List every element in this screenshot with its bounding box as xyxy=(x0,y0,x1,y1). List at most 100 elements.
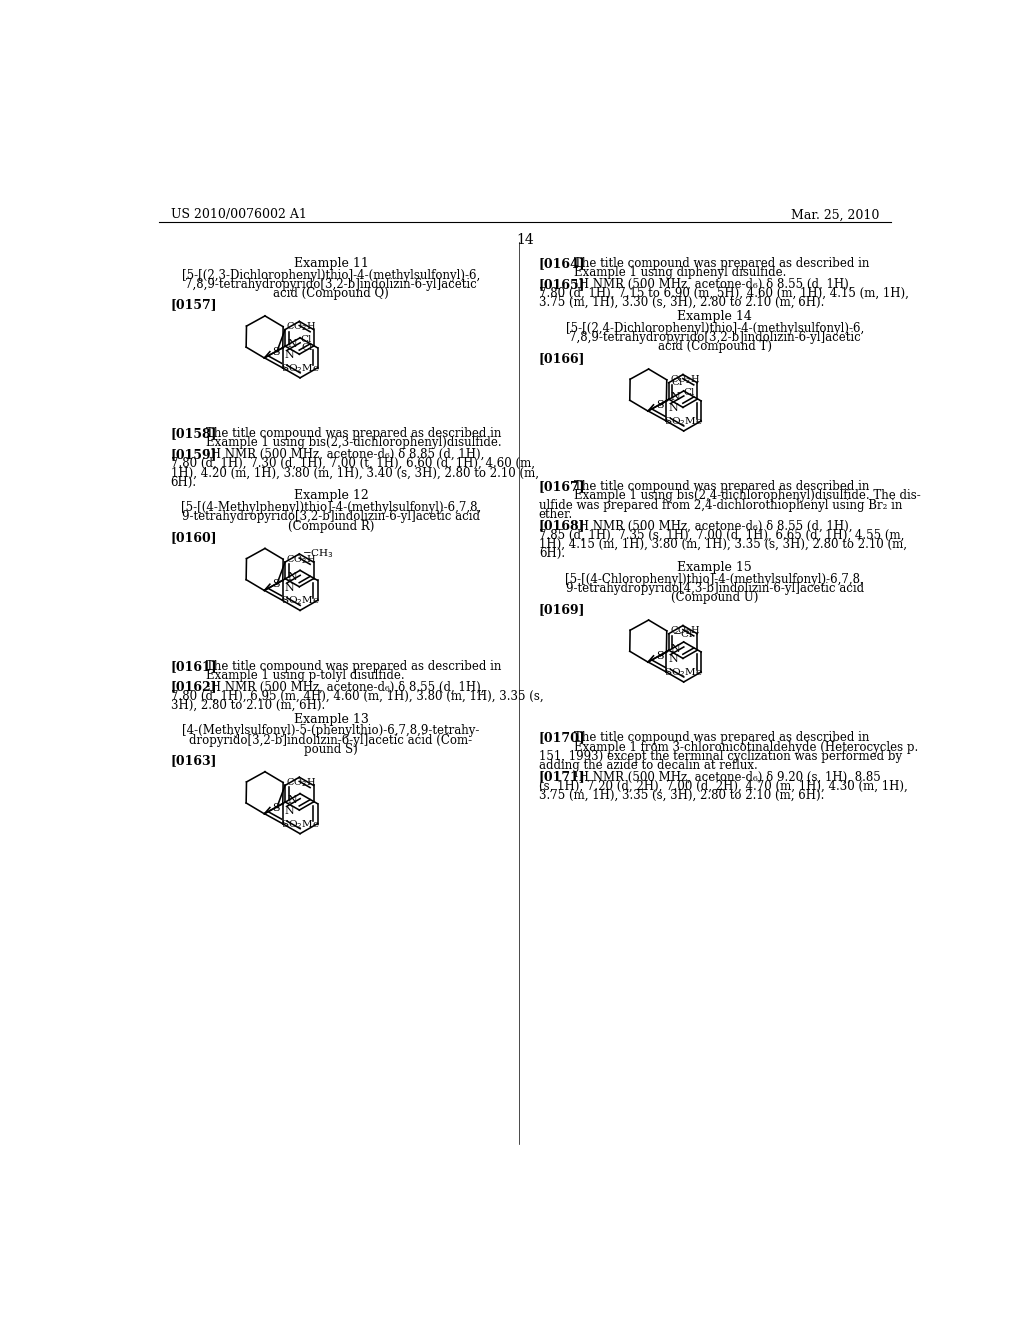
Text: [4-(Methylsulfonyl)-5-(phenylthio)-6,7,8,9-tetrahy-: [4-(Methylsulfonyl)-5-(phenylthio)-6,7,8… xyxy=(182,725,479,738)
Text: S: S xyxy=(655,651,664,661)
Text: Example 14: Example 14 xyxy=(677,310,752,323)
Text: 7.80 (d, 1H), 6.95 (m, 4H), 4.60 (m, 1H), 3.80 (m, 1H), 3.35 (s,: 7.80 (d, 1H), 6.95 (m, 4H), 4.60 (m, 1H)… xyxy=(171,689,544,702)
Text: Example 15: Example 15 xyxy=(677,561,752,574)
Text: 6H).: 6H). xyxy=(171,475,197,488)
Text: CO$_2$H: CO$_2$H xyxy=(287,553,316,566)
Text: 151, 1993) except the terminal cyclization was performed by: 151, 1993) except the terminal cyclizati… xyxy=(539,750,902,763)
Text: [5-[(4-Methylphenyl)thio]-4-(methylsulfonyl)-6,7,8,: [5-[(4-Methylphenyl)thio]-4-(methylsulfo… xyxy=(181,502,481,513)
Text: ¹H NMR (500 MHz, acetone-d₆) δ 8.55 (d, 1H),: ¹H NMR (500 MHz, acetone-d₆) δ 8.55 (d, … xyxy=(573,520,852,532)
Text: CO$_2$H: CO$_2$H xyxy=(287,776,316,789)
Text: ether.: ether. xyxy=(539,508,573,521)
Text: N: N xyxy=(669,404,678,413)
Text: US 2010/0076002 A1: US 2010/0076002 A1 xyxy=(171,209,306,222)
Text: N: N xyxy=(285,350,295,360)
Text: Cl: Cl xyxy=(672,379,683,387)
Text: 3.75 (m, 1H), 3.30 (s, 3H), 2.80 to 2.10 (m, 6H).: 3.75 (m, 1H), 3.30 (s, 3H), 2.80 to 2.10… xyxy=(539,296,824,309)
Text: $-$CH$_3$: $-$CH$_3$ xyxy=(302,548,334,560)
Text: Example 12: Example 12 xyxy=(294,490,369,503)
Text: CO$_2$H: CO$_2$H xyxy=(670,624,700,638)
Text: [0163]: [0163] xyxy=(171,755,217,767)
Text: (Compound R): (Compound R) xyxy=(288,520,374,532)
Text: S: S xyxy=(655,400,664,409)
Text: Example 1 using bis(2,3-dichlorophenyl)disulfide.: Example 1 using bis(2,3-dichlorophenyl)d… xyxy=(206,437,501,449)
Text: N: N xyxy=(287,572,297,582)
Text: CO$_2$H: CO$_2$H xyxy=(670,374,700,387)
Text: The title compound was prepared as described in: The title compound was prepared as descr… xyxy=(573,731,869,744)
Text: adding the azide to decalin at reflux.: adding the azide to decalin at reflux. xyxy=(539,759,758,772)
Text: acid (Compound T): acid (Compound T) xyxy=(657,341,772,354)
Text: N: N xyxy=(669,655,678,664)
Text: 7.80 (d, 1H), 7.15 to 6.90 (m, 5H), 4.60 (m, 1H), 4.15 (m, 1H),: 7.80 (d, 1H), 7.15 to 6.90 (m, 5H), 4.60… xyxy=(539,286,908,300)
Text: [0166]: [0166] xyxy=(539,351,586,364)
Text: N: N xyxy=(671,392,681,403)
Text: The title compound was prepared as described in: The title compound was prepared as descr… xyxy=(206,660,501,673)
Text: 1H), 4.20 (m, 1H), 3.80 (m, 1H), 3.40 (s, 3H), 2.80 to 2.10 (m,: 1H), 4.20 (m, 1H), 3.80 (m, 1H), 3.40 (s… xyxy=(171,466,539,479)
Text: [0160]: [0160] xyxy=(171,531,217,544)
Text: acid (Compound Q): acid (Compound Q) xyxy=(273,286,389,300)
Text: 7,8,9-tetrahydropyrido[3,2-b]indolizin-6-yl]acetic: 7,8,9-tetrahydropyrido[3,2-b]indolizin-6… xyxy=(185,277,477,290)
Text: 7.85 (d, 1H), 7.35 (s, 1H), 7.00 (d, 1H), 6.65 (d, 1H), 4.55 (m,: 7.85 (d, 1H), 7.35 (s, 1H), 7.00 (d, 1H)… xyxy=(539,529,904,541)
Text: 14: 14 xyxy=(516,234,534,247)
Text: SO$_2$Me: SO$_2$Me xyxy=(281,362,319,375)
Text: Cl: Cl xyxy=(301,343,312,352)
Text: ¹H NMR (500 MHz, acetone-d₆) δ 8.55 (d, 1H),: ¹H NMR (500 MHz, acetone-d₆) δ 8.55 (d, … xyxy=(206,681,484,693)
Text: ulfide was prepared from 2,4-dichlorothiophenyl using Br₂ in: ulfide was prepared from 2,4-dichlorothi… xyxy=(539,499,902,512)
Text: S: S xyxy=(272,347,280,356)
Text: Example 1 using p-tolyl disulfide.: Example 1 using p-tolyl disulfide. xyxy=(206,669,404,682)
Text: N: N xyxy=(287,795,297,805)
Text: 6H).: 6H). xyxy=(539,548,565,560)
Text: SO$_2$Me: SO$_2$Me xyxy=(281,594,319,607)
Text: Example 13: Example 13 xyxy=(294,713,369,726)
Text: SO$_2$Me: SO$_2$Me xyxy=(281,818,319,830)
Text: [0164]: [0164] xyxy=(539,257,586,271)
Text: 9-tetrahydropyrido[3,2-b]indolizin-6-yl]acetic acid: 9-tetrahydropyrido[3,2-b]indolizin-6-yl]… xyxy=(182,511,480,523)
Text: 3.75 (m, 1H), 3.35 (s, 3H), 2.80 to 2.10 (m, 6H).: 3.75 (m, 1H), 3.35 (s, 3H), 2.80 to 2.10… xyxy=(539,789,824,803)
Text: N: N xyxy=(287,339,297,350)
Text: ¹H NMR (500 MHz, acetone-d₆) δ 9.20 (s, 1H), 8.85: ¹H NMR (500 MHz, acetone-d₆) δ 9.20 (s, … xyxy=(573,771,881,784)
Text: S: S xyxy=(272,803,280,813)
Text: Cl: Cl xyxy=(300,335,311,343)
Text: [0161]: [0161] xyxy=(171,660,217,673)
Text: 7,8,9-tetrahydropyrido[3,2-b]indolizin-6-yl]acetic: 7,8,9-tetrahydropyrido[3,2-b]indolizin-6… xyxy=(568,331,860,345)
Text: Example 1 from 3-chloronicotinaldehyde (Heterocycles p.: Example 1 from 3-chloronicotinaldehyde (… xyxy=(573,741,918,754)
Text: S: S xyxy=(272,579,280,589)
Text: N: N xyxy=(285,582,295,593)
Text: The title compound was prepared as described in: The title compound was prepared as descr… xyxy=(573,480,869,494)
Text: 1H), 4.15 (m, 1H), 3.80 (m, 1H), 3.35 (s, 3H), 2.80 to 2.10 (m,: 1H), 4.15 (m, 1H), 3.80 (m, 1H), 3.35 (s… xyxy=(539,539,906,550)
Text: [5-[(2,4-Dichlorophenyl)thio]-4-(methylsulfonyl)-6,: [5-[(2,4-Dichlorophenyl)thio]-4-(methyls… xyxy=(565,322,864,335)
Text: N: N xyxy=(671,644,681,653)
Text: 9-tetrahydropyrido[4,3-b]indolizin-6-yl]acetic acid: 9-tetrahydropyrido[4,3-b]indolizin-6-yl]… xyxy=(565,582,863,595)
Text: ¹H NMR (500 MHz, acetone-d₆) δ 8.55 (d, 1H),: ¹H NMR (500 MHz, acetone-d₆) δ 8.55 (d, … xyxy=(573,277,852,290)
Text: [5-[(2,3-Dichlorophenyl)thio]-4-(methylsulfonyl)-6,: [5-[(2,3-Dichlorophenyl)thio]-4-(methyls… xyxy=(182,268,480,281)
Text: [0170]: [0170] xyxy=(539,731,586,744)
Text: N: N xyxy=(285,807,295,816)
Text: [0162]: [0162] xyxy=(171,681,217,693)
Text: SO$_2$Me: SO$_2$Me xyxy=(665,667,703,678)
Text: Mar. 25, 2010: Mar. 25, 2010 xyxy=(792,209,880,222)
Text: Example 1 using bis(2,4-dichlorophenyl)disulfide. The dis-: Example 1 using bis(2,4-dichlorophenyl)d… xyxy=(573,490,921,503)
Text: 7.80 (d, 1H), 7.30 (d, 1H), 7.00 (t, 1H), 6.60 (d, 1H), 4.60 (m,: 7.80 (d, 1H), 7.30 (d, 1H), 7.00 (t, 1H)… xyxy=(171,457,535,470)
Text: The title compound was prepared as described in: The title compound was prepared as descr… xyxy=(206,428,501,440)
Text: SO$_2$Me: SO$_2$Me xyxy=(665,414,703,428)
Text: [0165]: [0165] xyxy=(539,277,586,290)
Text: [0169]: [0169] xyxy=(539,603,586,615)
Text: [0159]: [0159] xyxy=(171,447,217,461)
Text: Example 1 using diphenyl disulfide.: Example 1 using diphenyl disulfide. xyxy=(573,267,786,280)
Text: Cl: Cl xyxy=(684,388,695,397)
Text: $-$Cl: $-$Cl xyxy=(672,628,693,639)
Text: [0168]: [0168] xyxy=(539,520,586,532)
Text: (s, 1H), 7.20 (d, 2H), 7.00 (d, 2H), 4.70 (m, 1H), 4.30 (m, 1H),: (s, 1H), 7.20 (d, 2H), 7.00 (d, 2H), 4.7… xyxy=(539,780,907,793)
Text: [0167]: [0167] xyxy=(539,480,586,494)
Text: [0158]: [0158] xyxy=(171,428,217,440)
Text: The title compound was prepared as described in: The title compound was prepared as descr… xyxy=(573,257,869,271)
Text: ¹H NMR (500 MHz, acetone-d₆) δ 8.85 (d, 1H),: ¹H NMR (500 MHz, acetone-d₆) δ 8.85 (d, … xyxy=(206,447,484,461)
Text: 3H), 2.80 to 2.10 (m, 6H).: 3H), 2.80 to 2.10 (m, 6H). xyxy=(171,700,325,711)
Text: [0157]: [0157] xyxy=(171,298,217,312)
Text: (Compound U): (Compound U) xyxy=(671,591,759,605)
Text: [0171]: [0171] xyxy=(539,771,586,784)
Text: [5-[(4-Chlorophenyl)thio]-4-(methylsulfonyl)-6,7,8,: [5-[(4-Chlorophenyl)thio]-4-(methylsulfo… xyxy=(565,573,864,586)
Text: CO$_2$H: CO$_2$H xyxy=(287,321,316,333)
Text: Example 11: Example 11 xyxy=(294,257,369,271)
Text: pound S): pound S) xyxy=(304,743,358,756)
Text: dropyrido[3,2-b]indolizin-6-yl]acetic acid (Com-: dropyrido[3,2-b]indolizin-6-yl]acetic ac… xyxy=(189,734,473,747)
